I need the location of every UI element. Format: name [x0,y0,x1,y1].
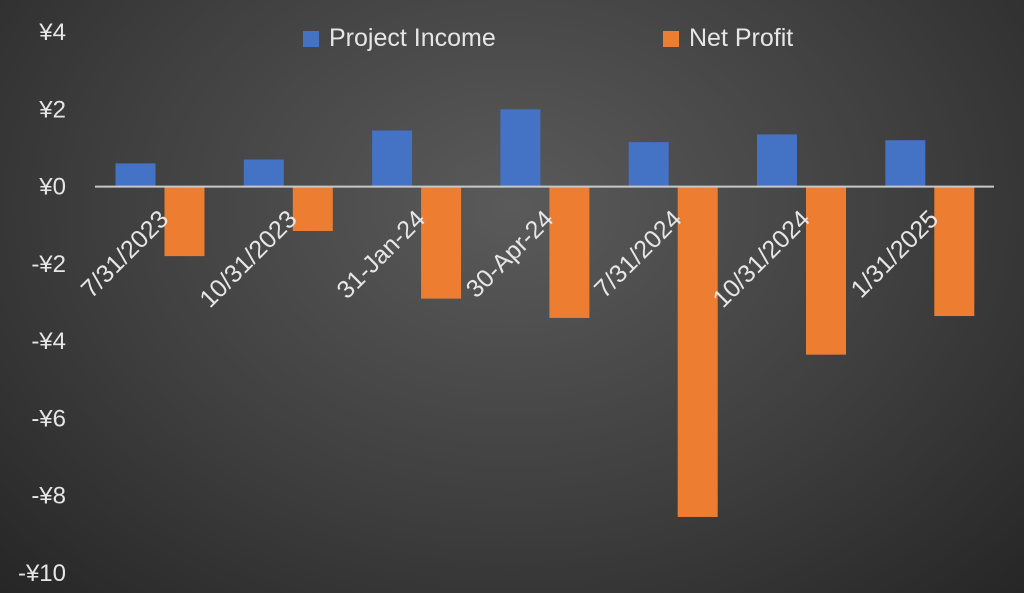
y-tick-label: ¥0 [38,174,66,201]
bar-net-profit-1-31-2025 [934,186,975,317]
bar-net-profit-31-jan-24 [421,186,462,299]
x-category-label: 7/31/2023 [76,205,174,303]
bar-project-income-10-31-2024 [757,134,797,187]
y-tick-label: -¥4 [31,328,66,355]
legend: Project Income Net Profit [303,24,793,52]
bar-project-income-1-31-2025 [885,140,926,187]
x-category-label: 31-Jan-24 [331,205,430,304]
x-category-label: 10/31/2024 [707,205,815,313]
y-tick-label: -¥2 [31,251,66,278]
legend-swatch-net-profit [663,31,679,47]
bar-net-profit-7-31-2024 [677,186,718,517]
legend-swatch-project-income [303,31,319,47]
bars-layer [115,109,975,517]
y-tick-label: ¥2 [38,96,66,123]
bar-net-profit-30-apr-24 [549,186,590,318]
x-category-label: 30-Apr-24 [461,205,559,303]
bar-project-income-31-jan-24 [372,130,413,187]
y-tick-label: -¥8 [31,483,66,510]
y-tick-label: -¥6 [31,405,66,432]
bar-net-profit-10-31-2024 [806,186,846,355]
y-axis-ticks: ¥4 ¥2 ¥0 -¥2 -¥4 -¥6 -¥8 -¥10 [18,19,66,587]
legend-label-net-profit: Net Profit [689,24,793,52]
x-category-label: 7/31/2024 [589,205,688,304]
bar-project-income-7-31-2023 [115,163,156,187]
bar-project-income-30-apr-24 [500,109,541,187]
bar-net-profit-10-31-2023 [292,186,333,232]
y-tick-label: -¥10 [18,560,66,587]
bar-project-income-7-31-2024 [628,142,669,187]
bar-project-income-10-31-2023 [243,159,284,187]
x-category-label: 1/31/2025 [846,205,944,303]
legend-label-project-income: Project Income [329,24,496,52]
x-category-label: 10/31/2023 [194,205,302,313]
y-tick-label: ¥4 [38,19,66,46]
bar-net-profit-7-31-2023 [164,186,205,257]
